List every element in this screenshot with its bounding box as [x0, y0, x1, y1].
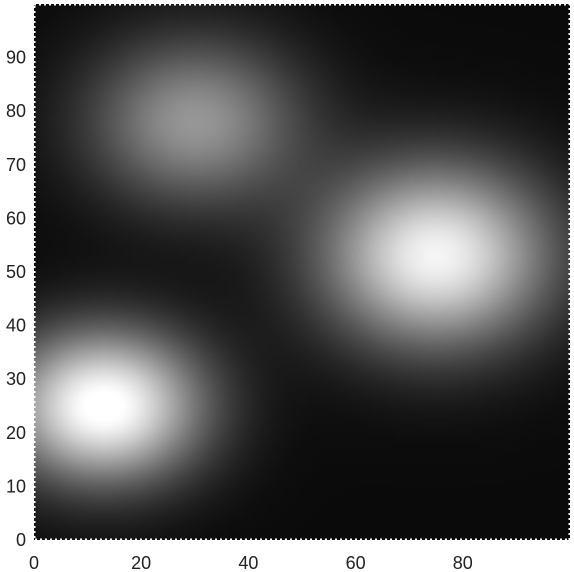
- y-tick-label: 20: [6, 423, 26, 443]
- y-tick-label: 30: [6, 369, 26, 389]
- y-tick-label: 40: [6, 316, 26, 336]
- y-tick-label: 60: [6, 208, 26, 228]
- y-tick-label: 50: [6, 262, 26, 282]
- y-tick-label: 70: [6, 155, 26, 175]
- y-axis-tick-labels: 0 10 20 30 40 50 60 70 80 90: [6, 48, 26, 550]
- x-tick-label: 60: [346, 553, 366, 572]
- plot-frame: [32, 2, 572, 542]
- y-tick-label: 90: [6, 48, 26, 68]
- heatmap-image: [34, 4, 570, 540]
- y-tick-label: 0: [16, 530, 26, 550]
- plot-area: [32, 2, 572, 542]
- x-tick-label: 20: [131, 553, 151, 572]
- x-tick-label: 40: [238, 553, 258, 572]
- y-tick-label: 80: [6, 101, 26, 121]
- x-axis-tick-labels: 0 20 40 60 80: [29, 553, 473, 572]
- x-tick-label: 80: [453, 553, 473, 572]
- x-tick-label: 0: [29, 553, 39, 572]
- y-tick-label: 10: [6, 476, 26, 496]
